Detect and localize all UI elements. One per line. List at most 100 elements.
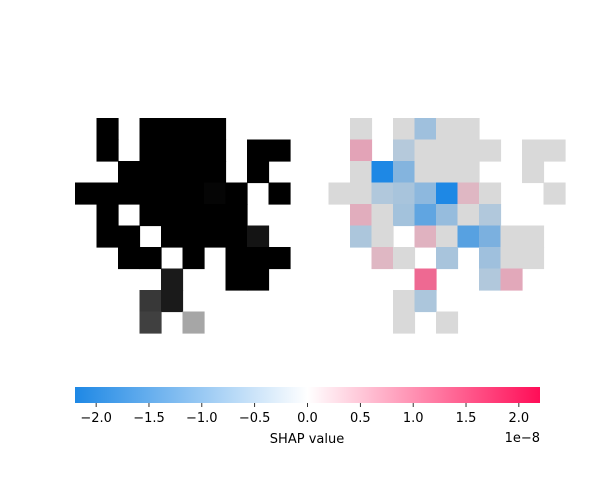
shap-cell (393, 247, 416, 270)
pixel-cell (225, 204, 248, 227)
shap-cell (328, 182, 351, 205)
shap-cell (543, 139, 566, 162)
pixel-cell (96, 204, 119, 227)
pixel-cell (182, 161, 205, 184)
shap-cell (350, 182, 373, 205)
pixel-cell (75, 182, 98, 205)
shap-cell (522, 225, 545, 248)
pixel-cell (139, 182, 162, 205)
shap-cell (479, 139, 502, 162)
pixel-cell (139, 161, 162, 184)
colorbar-tick-label: 0.5 (350, 411, 371, 426)
shap-cell (479, 225, 502, 248)
shap-cell (436, 182, 459, 205)
shap-cell (414, 182, 437, 205)
shap-cell (479, 268, 502, 291)
pixel-cell (247, 225, 270, 248)
pixel-cell (182, 247, 205, 270)
pixel-cell (96, 118, 119, 141)
shap-cell (371, 225, 394, 248)
pixel-cell (161, 118, 184, 141)
colorbar-tick-label: 0.0 (297, 411, 318, 426)
colorbar-tick-label: −0.5 (239, 411, 271, 426)
pixel-cell (161, 139, 184, 162)
shap-cell (436, 204, 459, 227)
shap-cell (371, 247, 394, 270)
pixel-cell (225, 182, 248, 205)
pixel-cell (225, 247, 248, 270)
pixel-cell (247, 161, 270, 184)
pixel-cell (118, 225, 141, 248)
pixel-cell (182, 311, 205, 334)
shap-cell (522, 161, 545, 184)
shap-cell (543, 182, 566, 205)
pixel-cell (268, 247, 291, 270)
pixel-cell (161, 290, 184, 313)
pixel-cell (182, 139, 205, 162)
pixel-cell (204, 225, 227, 248)
pixel-cell (247, 268, 270, 291)
shap-cell (500, 247, 523, 270)
pixel-cell (118, 247, 141, 270)
shap-cell (457, 204, 480, 227)
colorbar: −2.0 −1.5 −1.0 −0.5 0.0 0.5 1.0 1.5 2.0 SHAP val… (75, 387, 540, 447)
shap-cell (393, 311, 416, 334)
pixel-cell (182, 118, 205, 141)
shap-cell (393, 182, 416, 205)
shap-cell (500, 268, 523, 291)
shap-cell (393, 118, 416, 141)
colorbar-ticks: −2.0 −1.5 −1.0 −0.5 0.0 0.5 1.0 1.5 2.0 (80, 403, 529, 426)
shap-cell (414, 225, 437, 248)
colorbar-gradient (75, 387, 540, 403)
colorbar-tick-label: 1.0 (403, 411, 424, 426)
shap-cell (479, 182, 502, 205)
shap-cell (414, 118, 437, 141)
pixel-cell (182, 182, 205, 205)
shap-cell (371, 161, 394, 184)
shap-cell (436, 225, 459, 248)
shap-cell (479, 204, 502, 227)
pixel-cell (204, 139, 227, 162)
shap-overlay-panel (328, 118, 566, 334)
shap-cell (393, 161, 416, 184)
shap-cell (457, 225, 480, 248)
pixel-cell (182, 225, 205, 248)
colorbar-tick-label: 2.0 (509, 411, 530, 426)
pixel-cell (204, 182, 227, 205)
pixel-cell (247, 139, 270, 162)
colorbar-tick-label: 1.5 (456, 411, 477, 426)
shap-cell (436, 161, 459, 184)
colorbar-offset-text: 1e−8 (505, 431, 540, 446)
shap-cell (436, 311, 459, 334)
pixel-cell (139, 139, 162, 162)
pixel-cell (161, 268, 184, 291)
pixel-cell (139, 204, 162, 227)
shap-cell (350, 204, 373, 227)
shap-cell (393, 204, 416, 227)
shap-cell (414, 204, 437, 227)
shap-cell (436, 118, 459, 141)
shap-cell (522, 247, 545, 270)
shap-cell (393, 139, 416, 162)
shap-cell (500, 225, 523, 248)
shap-cell (350, 225, 373, 248)
shap-cell (414, 139, 437, 162)
shap-cell (522, 139, 545, 162)
pixel-cell (139, 247, 162, 270)
shap-cell (414, 290, 437, 313)
shap-cell (414, 268, 437, 291)
pixel-cell (182, 204, 205, 227)
pixel-cell (118, 161, 141, 184)
pixel-cell (118, 182, 141, 205)
shap-cell (414, 161, 437, 184)
shap-cell (479, 247, 502, 270)
colorbar-label: SHAP value (270, 432, 344, 447)
shap-cell (436, 247, 459, 270)
pixel-cell (204, 204, 227, 227)
pixel-cell (268, 182, 291, 205)
pixel-cell (161, 204, 184, 227)
pixel-cell (204, 118, 227, 141)
shap-cell (457, 182, 480, 205)
colorbar-tick-label: −1.0 (186, 411, 218, 426)
